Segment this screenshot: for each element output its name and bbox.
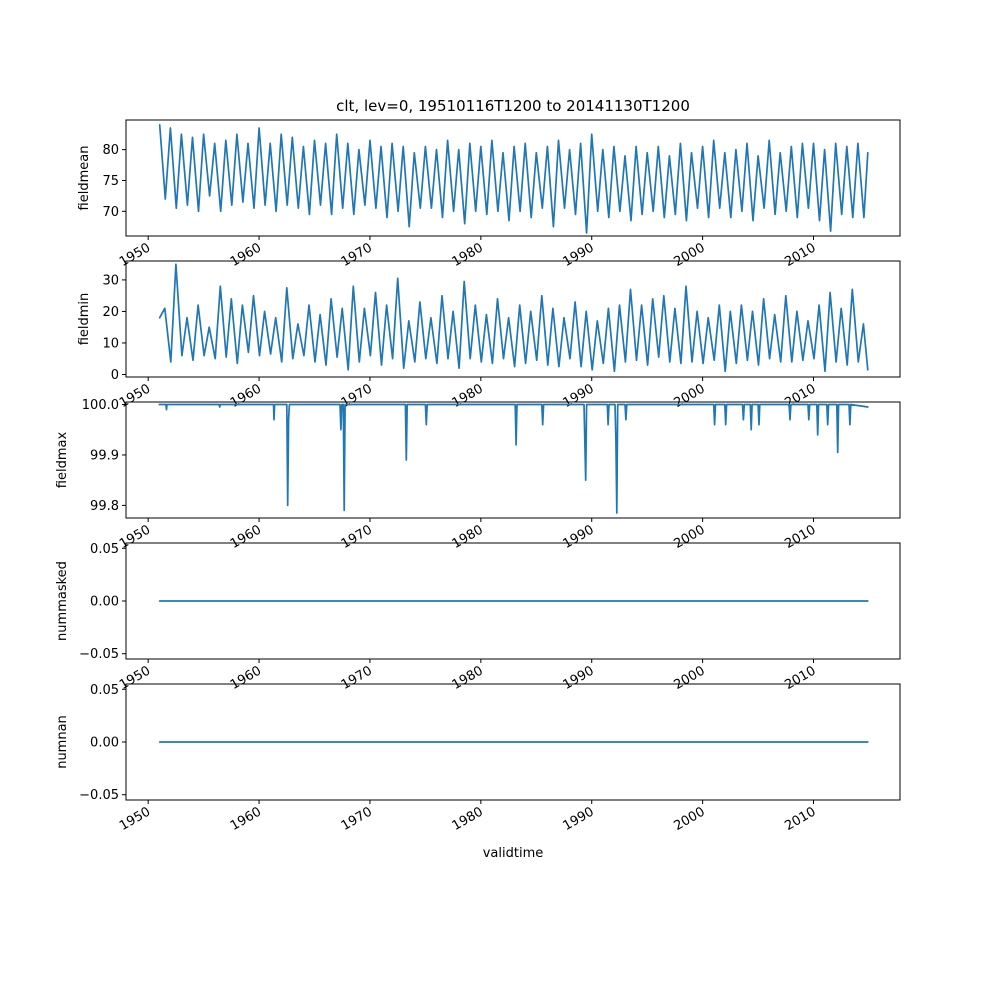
x-tick-label: 1950 (117, 381, 153, 411)
x-tick-label: 1970 (339, 381, 375, 411)
y-tick-label: 99.8 (90, 499, 119, 514)
x-tick-label: 1980 (450, 381, 486, 411)
y-tick-label: 30 (102, 273, 119, 288)
x-tick-label: 1960 (228, 663, 264, 693)
x-tick-label: 1950 (117, 663, 153, 693)
y-axis-label: fieldmean (77, 146, 92, 211)
y-axis-label: fieldmin (77, 293, 92, 346)
x-tick-label: 1960 (228, 522, 264, 552)
x-tick-label: 1950 (117, 240, 153, 270)
y-axis-label: numnan (55, 715, 70, 769)
x-tick-label: 1980 (450, 240, 486, 270)
series-line-fieldmean (158, 124, 869, 234)
x-tick-label: 1950 (117, 522, 153, 552)
y-axis-label: fieldmax (55, 432, 70, 489)
y-tick-label: −0.05 (79, 647, 119, 662)
x-tick-label: 1970 (339, 804, 375, 834)
x-tick-label: 2000 (671, 522, 707, 552)
x-tick-label: 2010 (782, 522, 818, 552)
x-tick-label: 2010 (782, 240, 818, 270)
x-tick-label: 2000 (671, 240, 707, 270)
y-tick-label: 100.0 (82, 398, 119, 413)
x-tick-label: 1960 (228, 240, 264, 270)
y-tick-label: 70 (102, 205, 119, 220)
x-tick-label: 1980 (450, 522, 486, 552)
axes-frame (125, 119, 901, 237)
y-tick-label: 10 (102, 336, 119, 351)
y-tick-label: 99.9 (90, 448, 119, 463)
y-tick-label: 0.00 (90, 736, 119, 751)
x-tick-label: 1990 (561, 804, 597, 834)
y-tick-label: 0 (111, 368, 119, 383)
y-tick-label: 20 (102, 305, 119, 320)
series-line-fieldmin (158, 263, 869, 373)
y-tick-label: 0.05 (90, 683, 119, 698)
x-tick-label: 1980 (450, 663, 486, 693)
x-tick-label: 1990 (561, 522, 597, 552)
x-tick-label: 2000 (671, 381, 707, 411)
x-tick-label: 2010 (782, 381, 818, 411)
x-tick-label: 1990 (561, 240, 597, 270)
x-axis-label: validtime (483, 846, 544, 861)
subplot-fieldmax: 99.8 99.9 100.0 1950 1960 1970 1980 1990 2000 201… (55, 398, 901, 552)
x-tick-label: 1950 (117, 804, 153, 834)
subplot-numnan: −0.05 0.00 0.05 1950 1960 1970 1980 1990 2000 201… (55, 683, 901, 834)
x-tick-label: 1990 (561, 663, 597, 693)
y-tick-label: 0.00 (90, 595, 119, 610)
y-axis-label: nummasked (55, 561, 70, 641)
y-tick-label: 80 (102, 143, 119, 158)
x-tick-label: 1970 (339, 663, 375, 693)
axes-frame (125, 401, 901, 519)
y-tick-label: −0.05 (79, 788, 119, 803)
subplot-fieldmin: 0 10 20 30 1950 1960 1970 1980 1990 2000 2010 field… (77, 260, 901, 411)
series-line-fieldmax (158, 403, 869, 514)
x-tick-label: 1970 (339, 522, 375, 552)
x-tick-label: 2010 (782, 804, 818, 834)
subplot-fieldmean: 70 75 80 1950 1960 1970 1980 1990 2000 2010 fieldm… (77, 119, 901, 270)
x-tick-label: 2010 (782, 663, 818, 693)
y-tick-label: 75 (102, 174, 119, 189)
subplot-nummasked: −0.05 0.00 0.05 1950 1960 1970 1980 1990 2000 201… (55, 542, 901, 693)
x-tick-label: 1960 (228, 381, 264, 411)
x-tick-label: 1970 (339, 240, 375, 270)
x-tick-label: 1980 (450, 804, 486, 834)
x-tick-label: 2000 (671, 804, 707, 834)
chart-title: clt, lev=0, 19510116T1200 to 20141130T12… (336, 97, 690, 115)
x-tick-label: 2000 (671, 663, 707, 693)
x-tick-label: 1960 (228, 804, 264, 834)
axes-frame (125, 260, 901, 378)
y-tick-label: 0.05 (90, 542, 119, 557)
x-tick-label: 1990 (561, 381, 597, 411)
